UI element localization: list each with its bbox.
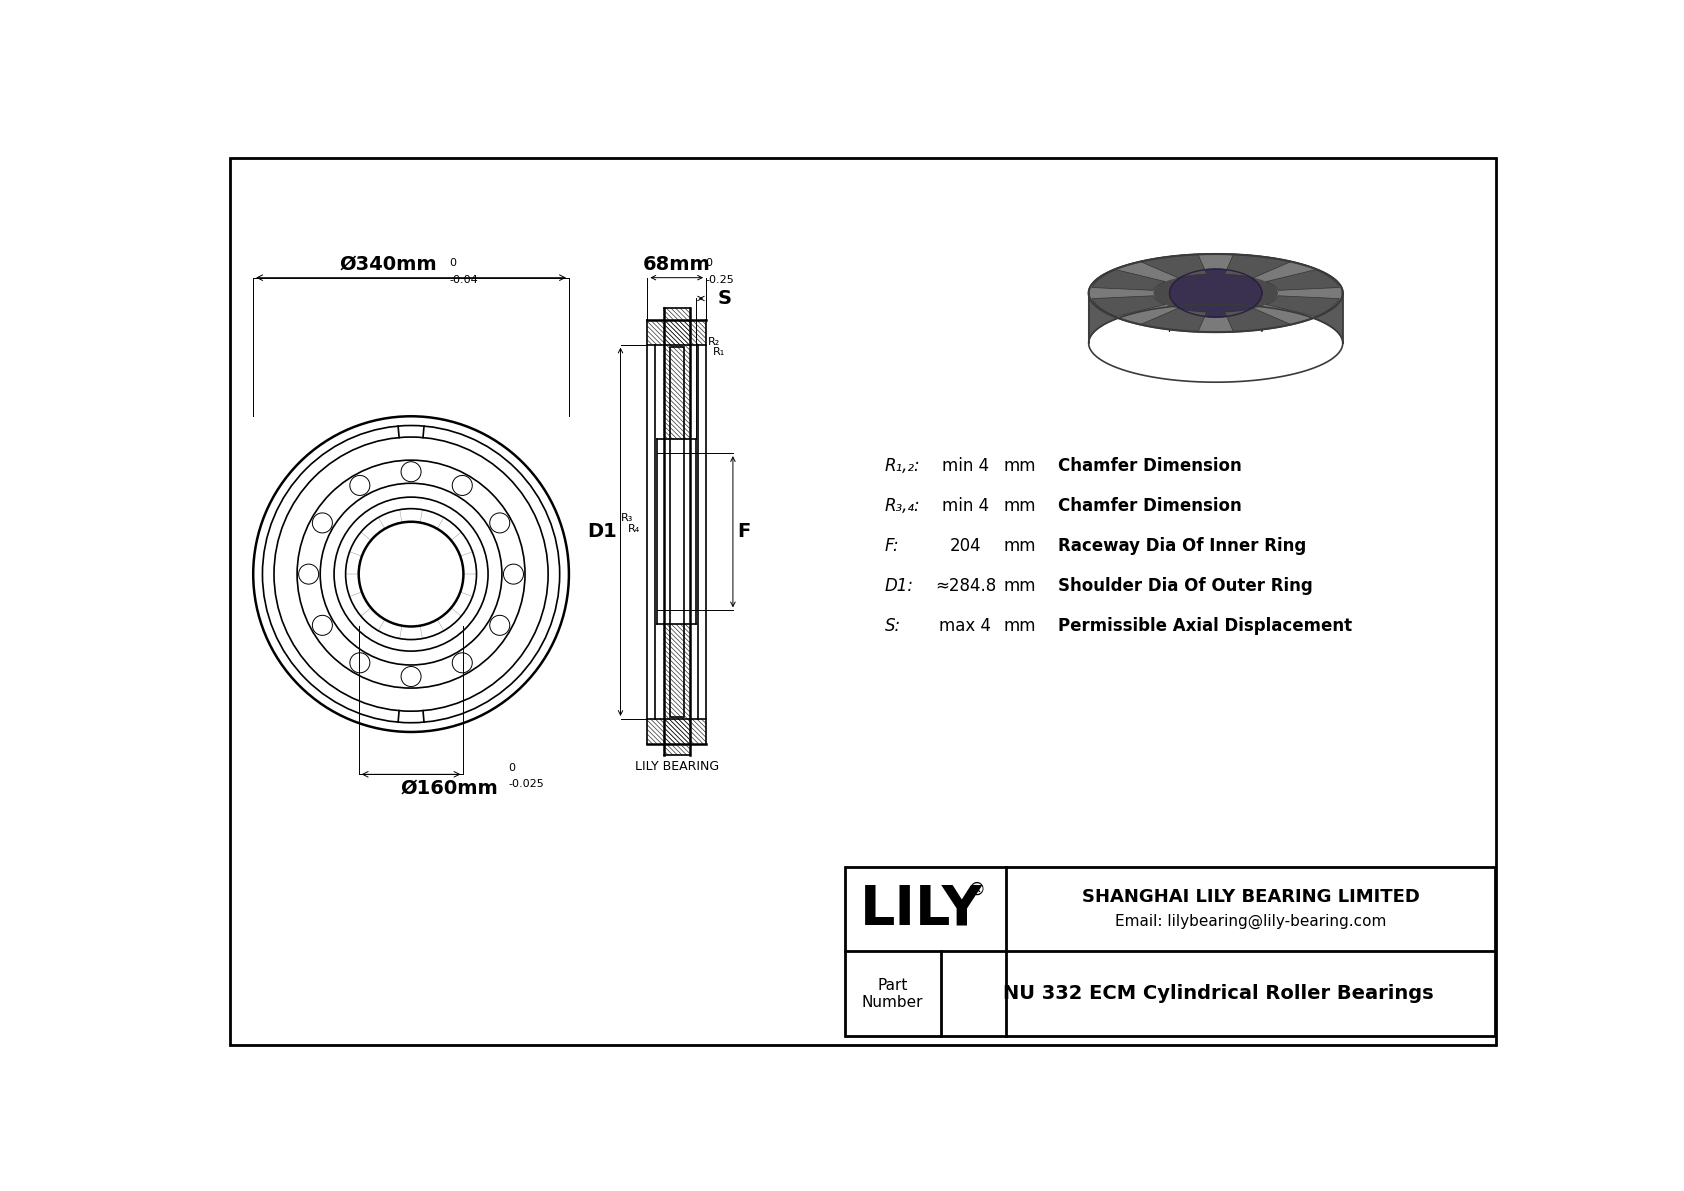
- Text: 0: 0: [706, 258, 712, 268]
- Text: R₁,₂:: R₁,₂:: [884, 457, 919, 475]
- Text: Permissible Axial Displacement: Permissible Axial Displacement: [1058, 617, 1352, 636]
- Text: mm: mm: [1004, 617, 1036, 636]
- Bar: [670, 347, 684, 717]
- Text: R₂: R₂: [709, 337, 721, 347]
- Text: S:: S:: [884, 617, 901, 636]
- Polygon shape: [1266, 295, 1339, 317]
- Text: LILY: LILY: [861, 883, 983, 936]
- Text: NU 332 ECM Cylindrical Roller Bearings: NU 332 ECM Cylindrical Roller Bearings: [1002, 984, 1433, 1003]
- Polygon shape: [1169, 269, 1261, 331]
- Text: ≈284.8: ≈284.8: [935, 578, 995, 596]
- Polygon shape: [1142, 255, 1207, 278]
- Polygon shape: [1224, 255, 1290, 278]
- Text: mm: mm: [1004, 578, 1036, 596]
- Text: F:: F:: [884, 537, 899, 555]
- Text: SHANGHAI LILY BEARING LIMITED: SHANGHAI LILY BEARING LIMITED: [1081, 887, 1420, 905]
- Text: max 4: max 4: [940, 617, 992, 636]
- Polygon shape: [1266, 269, 1339, 291]
- Text: 68mm: 68mm: [643, 255, 711, 274]
- Text: Part
Number: Part Number: [862, 978, 923, 1010]
- Text: -0.25: -0.25: [706, 275, 734, 285]
- Text: Chamfer Dimension: Chamfer Dimension: [1058, 498, 1241, 516]
- Text: 0: 0: [509, 762, 515, 773]
- Text: mm: mm: [1004, 537, 1036, 555]
- Text: R₁: R₁: [712, 348, 726, 357]
- Text: 0: 0: [450, 258, 456, 268]
- Text: mm: mm: [1004, 498, 1036, 516]
- Text: -0.025: -0.025: [509, 779, 544, 788]
- Polygon shape: [1224, 308, 1290, 332]
- Text: LILY BEARING: LILY BEARING: [635, 761, 719, 773]
- Text: F: F: [738, 523, 749, 541]
- Text: Ø340mm: Ø340mm: [338, 255, 436, 274]
- Polygon shape: [1169, 269, 1261, 317]
- Text: 204: 204: [950, 537, 982, 555]
- Text: D1:: D1:: [884, 578, 914, 596]
- Text: Ø160mm: Ø160mm: [401, 778, 498, 797]
- Text: Raceway Dia Of Inner Ring: Raceway Dia Of Inner Ring: [1058, 537, 1307, 555]
- Text: D1: D1: [588, 523, 616, 541]
- Text: Email: lilybearing@lily-bearing.com: Email: lilybearing@lily-bearing.com: [1115, 913, 1386, 929]
- Text: Chamfer Dimension: Chamfer Dimension: [1058, 457, 1241, 475]
- Polygon shape: [1088, 254, 1342, 332]
- Text: R₄: R₄: [628, 524, 640, 534]
- Text: ®: ®: [968, 881, 985, 899]
- Polygon shape: [1154, 274, 1276, 312]
- Text: Shoulder Dia Of Outer Ring: Shoulder Dia Of Outer Ring: [1058, 578, 1312, 596]
- Polygon shape: [1093, 295, 1165, 317]
- Polygon shape: [1142, 308, 1207, 332]
- Bar: [845, 867, 1495, 1036]
- Text: R₃,₄:: R₃,₄:: [884, 498, 919, 516]
- Text: min 4: min 4: [941, 457, 989, 475]
- Text: -0.04: -0.04: [450, 275, 478, 285]
- Text: S: S: [717, 289, 731, 308]
- Text: min 4: min 4: [941, 498, 989, 516]
- Polygon shape: [1093, 269, 1165, 291]
- Polygon shape: [1088, 254, 1342, 343]
- Text: mm: mm: [1004, 457, 1036, 475]
- Text: R₃: R₃: [621, 513, 633, 523]
